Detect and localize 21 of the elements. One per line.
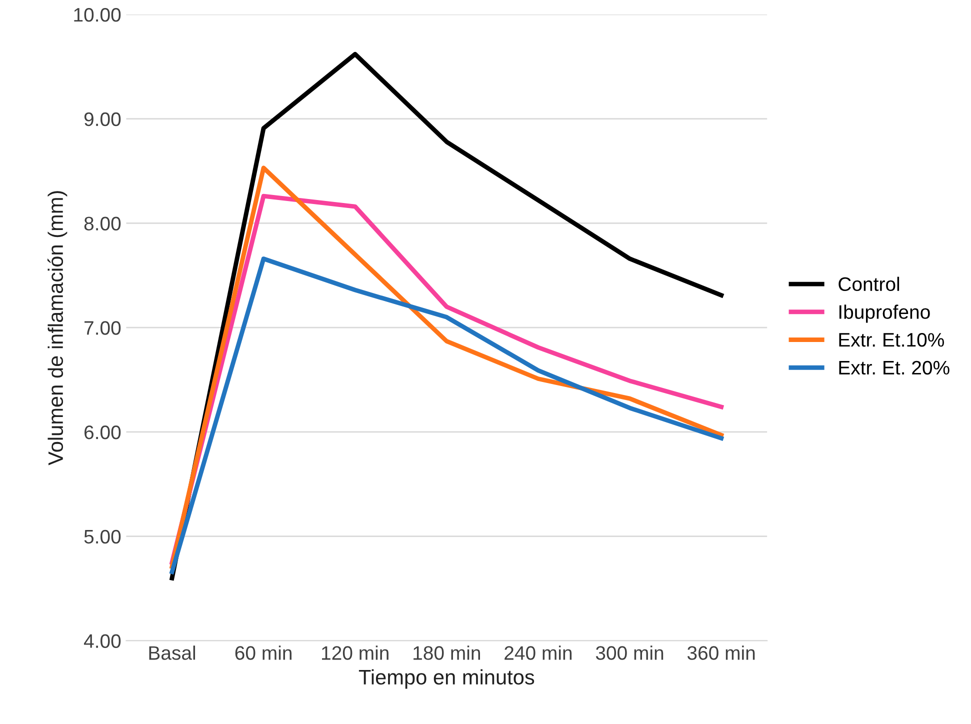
line-series [170,256,724,574]
y-tick-label: 10.00 [74,8,121,22]
y-tick-label: 4.00 [84,634,121,648]
legend-label: Control [838,276,900,292]
y-tick-label: 8.00 [84,216,121,230]
y-tick-label: 7.00 [84,321,121,335]
legend-label: Extr. Et. 20% [839,360,950,375]
x-tick-label: 120 min [322,646,388,660]
x-tick-label: 240 min [504,646,572,660]
legend-label: Ibuprofeno [839,304,930,323]
y-tick-label: 6.00 [84,425,121,440]
x-axis-title: Tiempo en minutos [358,669,534,689]
x-tick-label: Basal [149,646,196,660]
x-tick-label: 300 min [596,646,664,660]
x-tick-label: 60 min [235,646,292,660]
x-tick-label: 360 min [687,646,755,660]
legend-label: Extr. Et.10% [839,332,944,347]
y-axis-title: Volumen de inflamación (mm) [47,191,68,466]
x-tick-label: 180 min [414,646,480,660]
y-tick-label: 5.00 [84,530,121,544]
y-tick-label: 9.00 [84,112,121,126]
